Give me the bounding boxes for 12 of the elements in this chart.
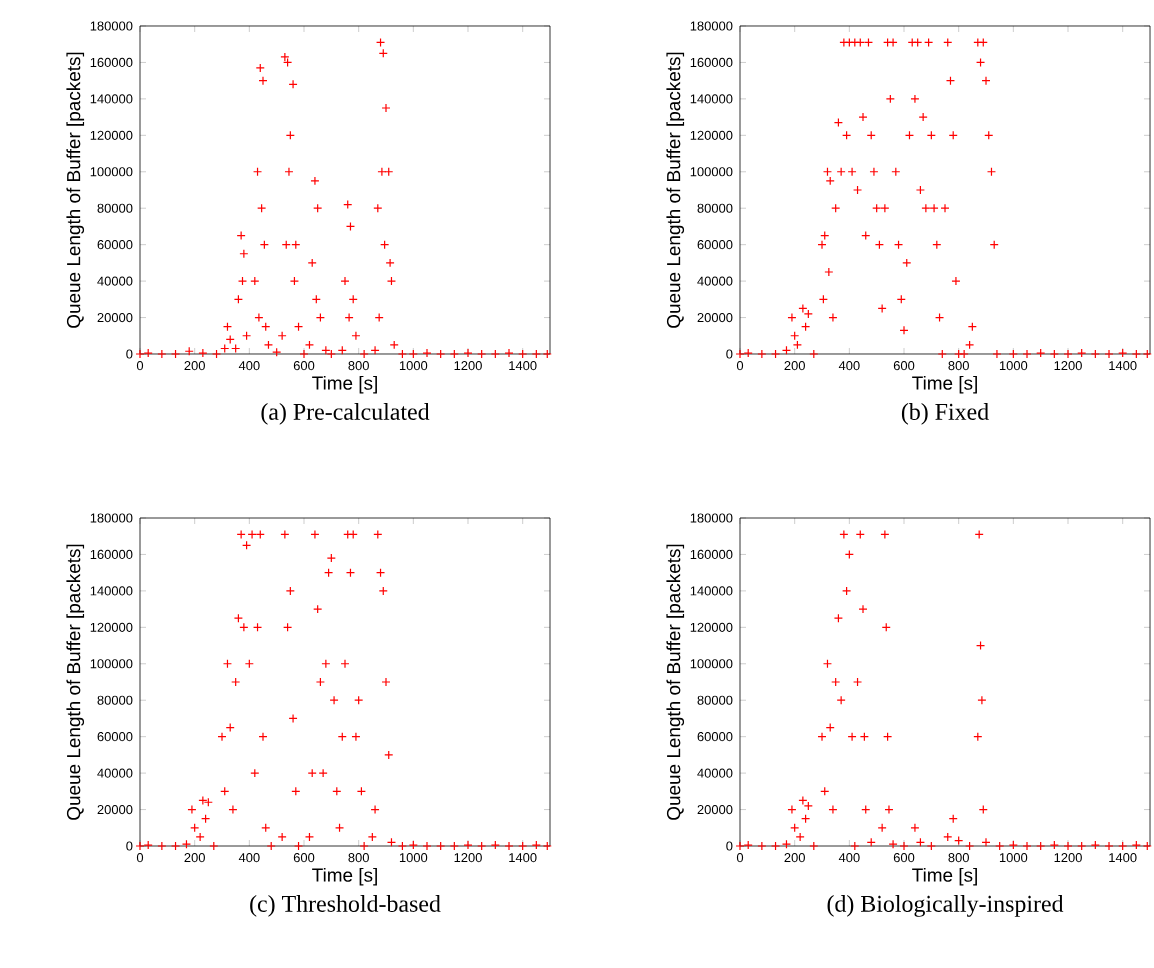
x-axis-title: Time [s] [912, 867, 977, 886]
text: (b) Fixed [901, 403, 989, 425]
y-axis-title: Queue Length of Buffer [packets] [66, 544, 85, 820]
y-axis-title: Queue Length of Buffer [packets] [666, 544, 685, 820]
y-axis-title: Queue Length of Buffer [packets] [66, 52, 85, 328]
x-axis-title: Time [s] [312, 867, 377, 886]
x-axis-title: Time [s] [912, 375, 977, 394]
x-axis-title: Time [s] [312, 375, 377, 394]
text: (d) Biologically-inspired [827, 895, 1064, 917]
text: (c) Threshold-based [250, 895, 441, 917]
y-axis-title: Queue Length of Buffer [packets] [666, 52, 685, 328]
text: (a) Pre-calculated [261, 403, 430, 425]
